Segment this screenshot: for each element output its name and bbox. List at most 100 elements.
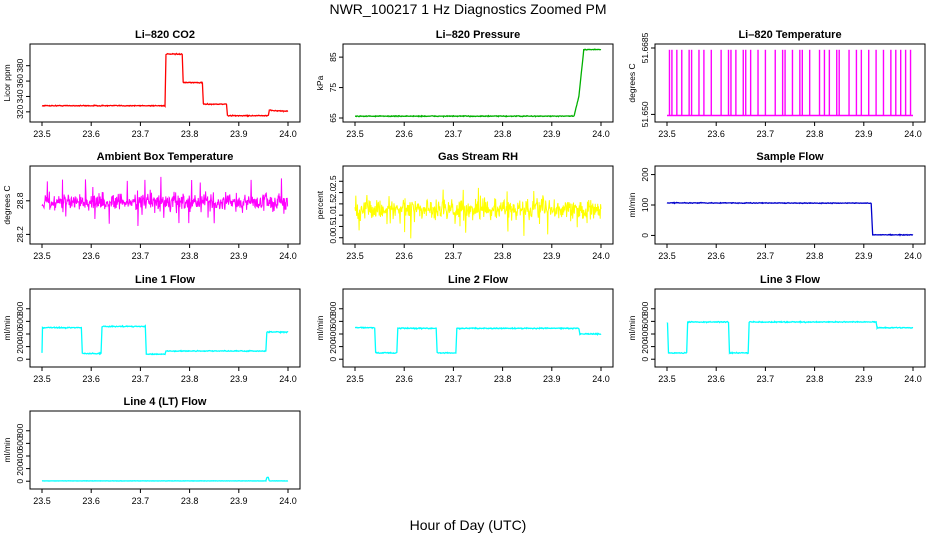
x-tick-label: 23.9: [230, 251, 248, 261]
y-axis-label: ml/min: [315, 315, 325, 340]
x-tick-label: 23.6: [707, 374, 725, 384]
x-tick-label: 23.8: [181, 251, 199, 261]
y-tick-label: 360: [15, 74, 25, 88]
panel-title: Line 2 Flow: [448, 274, 508, 286]
plot-frame: [29, 288, 301, 368]
y-tick-label: 1.0: [328, 209, 338, 221]
plot-frame: [654, 43, 926, 123]
panel-7: Line 1 Flow ml/min 23.5 23.6 23.7 23.8 23.9 24.…: [2, 274, 301, 384]
x-tick-label: 23.7: [757, 129, 775, 139]
panel-title: Li–820 Temperature: [738, 29, 841, 41]
x-tick-label: 23.8: [181, 496, 199, 506]
x-tick-label: 23.6: [707, 251, 725, 261]
x-tick-label: 24.0: [904, 129, 922, 139]
panel-1: Li–820 CO2 Licor ppm 23.5 23.6 23.7 23.8 23.9 2…: [2, 29, 301, 139]
x-tick-label: 23.9: [855, 129, 873, 139]
y-axis-label: ml/min: [2, 437, 12, 462]
x-tick-label: 23.9: [855, 374, 873, 384]
y-tick-label: 2.0: [328, 186, 338, 198]
y-tick-label: 51.6685: [640, 32, 650, 63]
x-tick-label: 23.8: [806, 374, 824, 384]
x-tick-label: 23.6: [82, 496, 100, 506]
x-tick-label: 23.9: [543, 251, 561, 261]
panel-3: Li–820 Temperature degrees C 23.5 23.6 23.7 2…: [627, 29, 926, 139]
y-tick-label: 0.0: [328, 232, 338, 244]
y-tick-label: 800: [640, 301, 650, 315]
y-axis-label: degrees C: [627, 63, 637, 102]
x-tick-label: 24.0: [592, 251, 610, 261]
series-line: [41, 323, 289, 356]
x-tick-label: 24.0: [904, 374, 922, 384]
y-tick-label: 400: [640, 327, 650, 341]
y-tick-label: 340: [15, 89, 25, 103]
panel-title: Li–820 CO2: [135, 29, 195, 41]
x-tick-label: 23.7: [445, 129, 463, 139]
x-tick-label: 23.7: [132, 374, 150, 384]
plot-frame: [654, 288, 926, 368]
x-tick-label: 23.7: [132, 496, 150, 506]
x-tick-label: 23.5: [346, 129, 364, 139]
y-axis-label: ml/min: [627, 192, 637, 217]
x-tick-label: 24.0: [279, 129, 297, 139]
y-tick-label: 600: [328, 314, 338, 328]
series-line: [354, 187, 602, 239]
x-tick-label: 23.8: [494, 251, 512, 261]
x-tick-label: 24.0: [904, 251, 922, 261]
panel-6: Sample Flow ml/min 23.5 23.6 23.7 23.8 23.9 24.…: [627, 151, 926, 261]
y-tick-label: 100: [640, 198, 650, 212]
y-tick-label: 400: [15, 327, 25, 341]
panel-2: Li–820 Pressure kPa 23.5 23.6 23.7 23.8 23.9 24…: [315, 29, 614, 139]
y-axis-label: Licor ppm: [2, 64, 12, 101]
x-tick-label: 23.8: [181, 129, 199, 139]
x-tick-label: 23.6: [395, 374, 413, 384]
y-axis-label: percent: [315, 190, 325, 219]
y-tick-label: 600: [15, 436, 25, 450]
series-line: [41, 52, 289, 118]
series-line: [354, 48, 602, 118]
plot-frame: [29, 165, 301, 245]
x-tick-label: 23.5: [658, 374, 676, 384]
x-tick-label: 23.5: [33, 496, 51, 506]
x-tick-label: 24.0: [592, 374, 610, 384]
x-tick-label: 23.8: [494, 374, 512, 384]
series-line: [666, 201, 914, 237]
y-tick-label: 1.5: [328, 198, 338, 210]
panel-title: Line 3 Flow: [760, 274, 820, 286]
y-tick-label: 75: [328, 83, 338, 93]
x-tick-label: 23.7: [132, 251, 150, 261]
panel-title: Gas Stream RH: [438, 151, 518, 163]
y-tick-label: 800: [15, 301, 25, 315]
x-tick-label: 23.8: [494, 129, 512, 139]
y-tick-label: 200: [15, 461, 25, 475]
x-tick-label: 23.7: [132, 129, 150, 139]
y-tick-label: 51.650: [640, 101, 650, 127]
x-tick-label: 23.9: [230, 129, 248, 139]
panel-5: Gas Stream RH percent 23.5 23.6 23.7 23.8 23.9…: [315, 151, 614, 261]
plot-frame: [654, 165, 926, 245]
x-tick-label: 23.9: [543, 374, 561, 384]
x-tick-label: 23.8: [806, 129, 824, 139]
y-axis-label: ml/min: [627, 315, 637, 340]
x-tick-label: 23.9: [230, 374, 248, 384]
panel-4: Ambient Box Temperature degrees C 23.5 23.6…: [2, 151, 301, 261]
y-tick-label: 0: [15, 479, 25, 484]
x-tick-label: 24.0: [279, 496, 297, 506]
x-tick-label: 23.6: [82, 251, 100, 261]
x-tick-label: 24.0: [279, 251, 297, 261]
y-tick-label: 200: [640, 167, 650, 181]
y-tick-label: 200: [328, 339, 338, 353]
plot-frame: [29, 410, 301, 490]
plot-frame: [342, 165, 614, 245]
x-tick-label: 23.5: [33, 374, 51, 384]
y-tick-label: 65: [328, 113, 338, 123]
x-tick-label: 23.6: [82, 129, 100, 139]
y-tick-label: 0: [15, 357, 25, 362]
y-tick-label: 0: [640, 233, 650, 238]
x-tick-label: 23.9: [855, 251, 873, 261]
x-tick-label: 23.5: [346, 251, 364, 261]
figure-x-axis-label: Hour of Day (UTC): [409, 517, 527, 533]
x-tick-label: 23.5: [33, 251, 51, 261]
y-tick-label: 400: [328, 327, 338, 341]
panel-8: Line 2 Flow ml/min 23.5 23.6 23.7 23.8 23.9 24.…: [315, 274, 614, 384]
